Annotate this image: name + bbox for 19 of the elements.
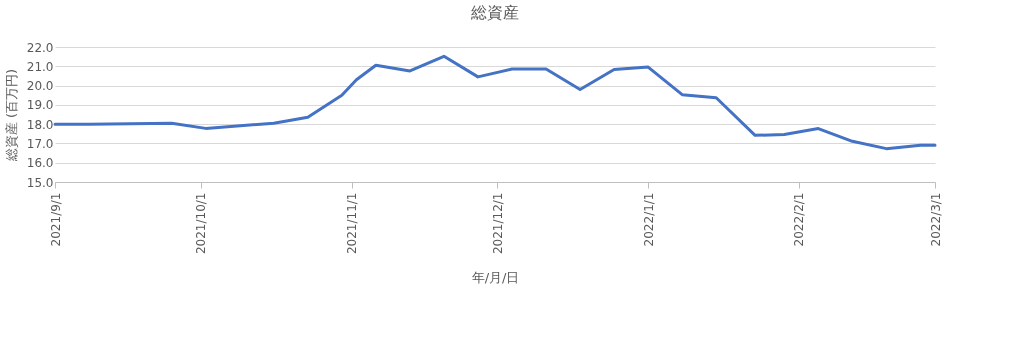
x-tick-label: 2022/2/1 (792, 192, 807, 247)
x-tick-label: 2022/1/1 (641, 192, 656, 247)
y-tick-label: 22.0 (26, 40, 54, 55)
x-axis-title: 年/月/日 (471, 270, 520, 286)
chart-title: 総資産 (470, 3, 519, 22)
y-tick-label: 18.0 (26, 117, 54, 132)
y-axis-title: 総資産 (百万円) (3, 68, 19, 163)
y-tick-label: 16.0 (26, 156, 54, 171)
x-tick-label: 2022/3/1 (928, 192, 943, 247)
x-tick-label: 2021/12/1 (490, 192, 505, 255)
line-series (53, 54, 937, 151)
y-tick-label: 21.0 (26, 59, 54, 74)
y-tick-label: 20.0 (26, 79, 54, 94)
x-tick-label: 2021/10/1 (194, 192, 209, 255)
y-tick-label: 15.0 (26, 175, 54, 190)
x-tick-label: 2021/11/1 (345, 192, 360, 255)
y-tick-label: 19.0 (26, 98, 54, 113)
x-tick-label: 2021/9/1 (48, 192, 63, 247)
y-tick-label: 17.0 (26, 136, 54, 151)
